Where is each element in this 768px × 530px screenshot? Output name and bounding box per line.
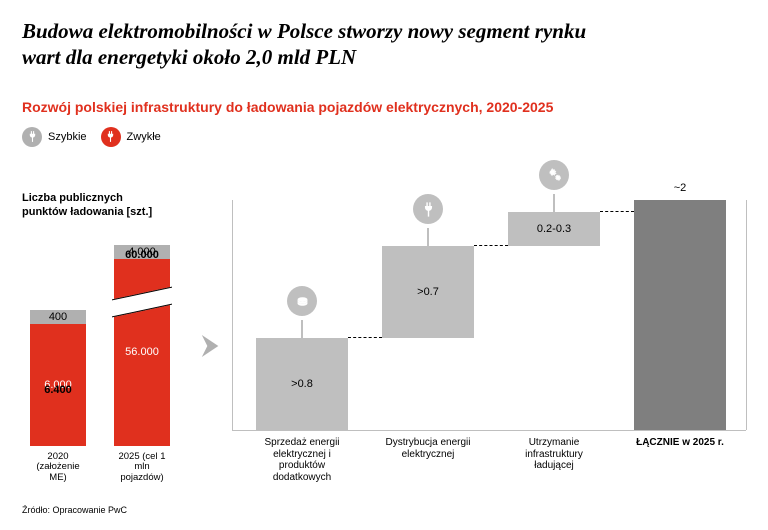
stack-bar: 6.4004006.000 xyxy=(30,310,86,446)
dash-connector xyxy=(474,245,508,246)
waterfall-bar: >0.7 xyxy=(382,200,474,338)
coins-icon xyxy=(287,286,317,316)
waterfall-bar-rect: >0.7 xyxy=(382,246,474,338)
waterfall-total-label: ~2 xyxy=(634,182,726,194)
plug-icon xyxy=(22,127,42,147)
gears-icon xyxy=(539,160,569,190)
title-line-1: Budowa elektromobilności w Polsce stworz… xyxy=(22,19,586,43)
waterfall-bar-rect xyxy=(634,200,726,430)
dash-connector xyxy=(348,337,382,338)
waterfall-x-label: Dystrybucja energii elektrycznej xyxy=(382,437,474,483)
x-axis-label: 2020(założenie ME) xyxy=(30,452,86,485)
plug-icon xyxy=(101,127,121,147)
bar-total-label: 60.000 xyxy=(114,249,170,261)
connector-line xyxy=(301,320,303,338)
stack-bar: 60.0004.00056.000 xyxy=(114,245,170,446)
page-title: Budowa elektromobilności w Polsce stworz… xyxy=(22,18,742,71)
waterfall-bar: >0.8 xyxy=(256,200,348,430)
plug-icon xyxy=(413,194,443,224)
bar-segment: 56.000 xyxy=(114,259,170,446)
waterfall-x-label: Utrzymanie infrastruktury ładującej xyxy=(508,437,600,483)
legend-slow-label: Zwykłe xyxy=(127,131,161,143)
bar-segment: 400 xyxy=(30,310,86,324)
arrow-icon xyxy=(200,332,222,365)
waterfall-x-label: Sprzedaż energii elektrycznej i produktó… xyxy=(256,437,348,483)
dash-connector xyxy=(600,211,634,212)
legend: Szybkie Zwykłe xyxy=(22,127,744,147)
waterfall-bar-rect: >0.8 xyxy=(256,338,348,430)
waterfall-bar-rect: 0.2-0.3 xyxy=(508,212,600,247)
waterfall-bar: 0.2-0.3 xyxy=(508,200,600,246)
connector-line xyxy=(427,228,429,246)
source-footer: Źródło: Opracowanie PwC xyxy=(22,505,127,515)
chart-subtitle: Rozwój polskiej infrastruktury do ładowa… xyxy=(22,99,744,115)
x-axis-label: 2025 (cel 1mln pojazdów) xyxy=(114,452,170,485)
left-chart: Liczba publicznych punktów ładowania [sz… xyxy=(22,192,192,484)
title-line-2: wart dla energetyki około 2,0 mld PLN xyxy=(22,45,356,69)
legend-item-fast: Szybkie xyxy=(22,127,87,147)
legend-fast-label: Szybkie xyxy=(48,131,87,143)
left-chart-caption: Liczba publicznych punktów ładowania [sz… xyxy=(22,192,192,220)
waterfall-chart: >0.8 >0.7 0.2-0.3 ~2 Sprzedaż energii elekt… xyxy=(232,200,746,483)
legend-item-slow: Zwykłe xyxy=(101,127,161,147)
connector-line xyxy=(553,194,555,212)
bar-total-label: 6.400 xyxy=(30,384,86,396)
waterfall-bar: ~2 xyxy=(634,200,726,430)
waterfall-x-label: ŁĄCZNIE w 2025 r. xyxy=(634,437,726,483)
